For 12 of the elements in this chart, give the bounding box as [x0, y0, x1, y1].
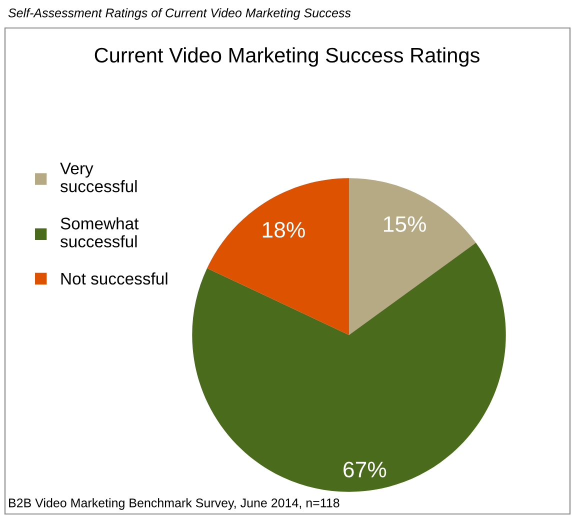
pie-slice [349, 178, 476, 335]
data-label: 67% [344, 462, 386, 478]
data-label: 15% [384, 216, 426, 232]
legend-label: Not successful [61, 272, 168, 285]
text: B2B Video Marketing Benchmark Survey, June 2014, n=118 [9, 498, 340, 510]
pie-slice [192, 242, 506, 492]
pie-slice [207, 178, 349, 335]
legend-label: Somewhat successful [60, 217, 139, 248]
legend-label: Very successful [60, 162, 137, 192]
chart-subtitle: Self-Assessment Ratings of Current Video Marketing Success [8, 8, 351, 20]
chart-title: Current Video Marketing Success Ratings [94, 47, 480, 67]
data-label: 18% [262, 222, 305, 238]
